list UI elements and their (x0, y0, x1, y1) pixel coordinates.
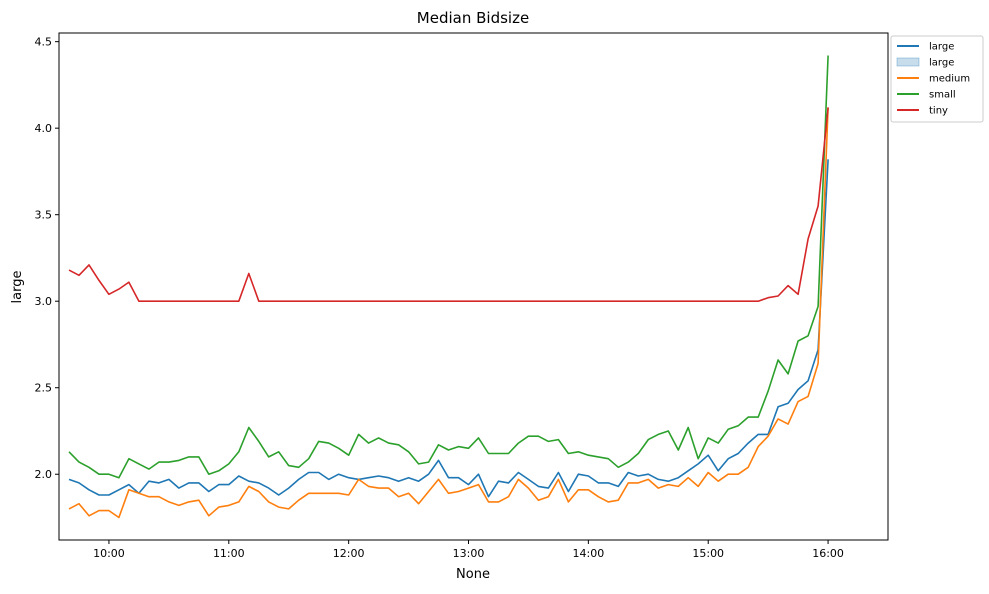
x-tick-label: 13:00 (453, 547, 485, 560)
y-tick-label: 3.0 (35, 295, 53, 308)
x-axis-label: None (456, 567, 490, 582)
y-tick-label: 4.0 (35, 122, 53, 135)
series-lines (68, 55, 829, 519)
legend-label: large (929, 58, 954, 69)
legend-label: tiny (929, 106, 948, 117)
x-tick-label: 11:00 (213, 547, 245, 560)
series-line-large (68, 159, 829, 498)
series-line-small (68, 55, 829, 479)
x-tick-label: 12:00 (333, 547, 365, 560)
x-tick-label: 14:00 (573, 547, 605, 560)
series-line-medium (68, 107, 829, 519)
series-line-tiny (68, 107, 829, 303)
y-axis: 2.0 2.5 3.0 3.5 4.0 4.5 (35, 36, 59, 481)
plot-area (58, 32, 889, 541)
x-tick-label: 15:00 (692, 547, 724, 560)
x-tick-label: 10:00 (93, 547, 125, 560)
y-tick-label: 4.5 (35, 36, 53, 49)
x-axis: 10:00 11:00 12:00 13:00 14:00 15:00 16:00 (93, 540, 844, 560)
y-tick-label: 3.5 (35, 209, 53, 222)
legend-label: large (929, 42, 954, 53)
x-tick-label: 16:00 (812, 547, 844, 560)
legend-label: medium (929, 74, 970, 85)
chart-title: Median Bidsize (417, 9, 529, 27)
y-axis-label: large (10, 271, 25, 304)
legend-label: small (929, 90, 956, 101)
y-tick-label: 2.5 (35, 382, 53, 395)
legend: large large medium small tiny (890, 35, 984, 123)
legend-swatch (896, 57, 920, 67)
legend-box (890, 35, 984, 123)
y-tick-label: 2.0 (35, 468, 53, 481)
